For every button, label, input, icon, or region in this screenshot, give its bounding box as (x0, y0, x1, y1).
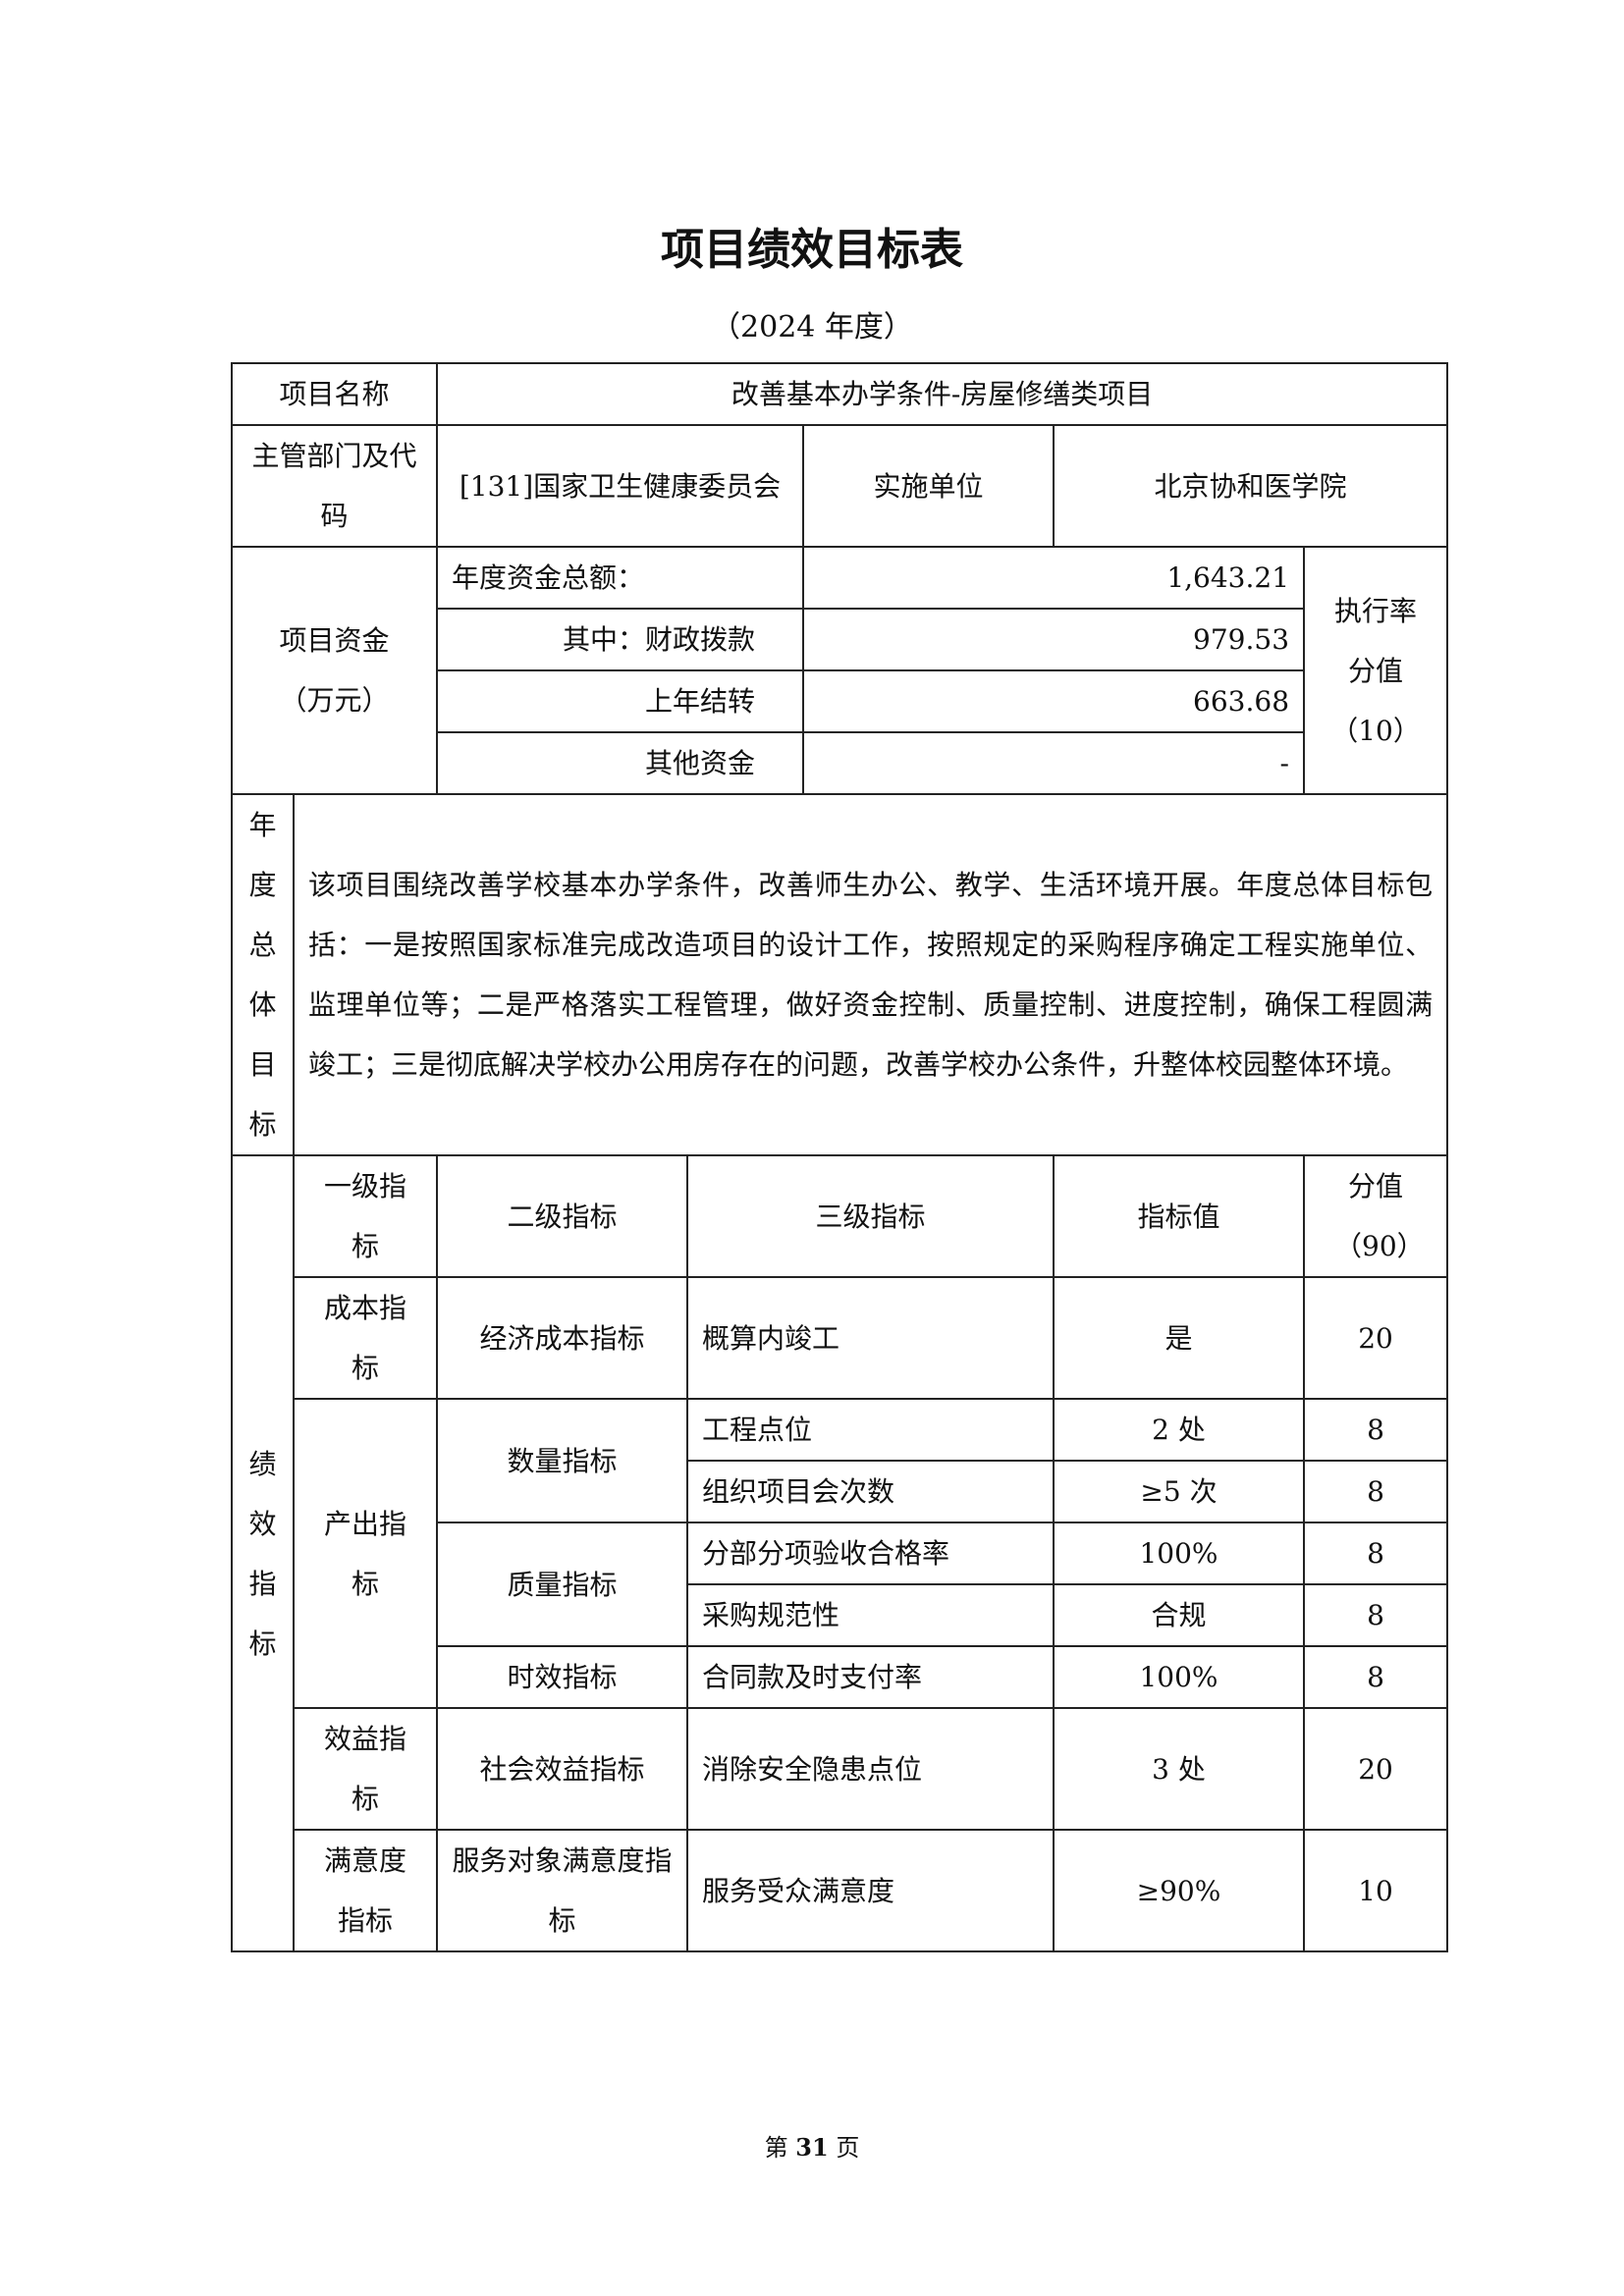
level3-cell: 采购规范性 (686, 1583, 1056, 1647)
level3-cell: 组织项目会次数 (686, 1460, 1056, 1523)
unit-label: 实施单位 (802, 424, 1056, 548)
level1-cell: 产出指标 (292, 1398, 439, 1709)
table-row: 组织项目会次数 ≥5 次 8 (232, 1460, 1449, 1523)
level2-cell: 质量指标 (436, 1522, 689, 1647)
table-row: 产出指标 数量指标 工程点位 2 处 8 (232, 1398, 1449, 1709)
level2-cell: 时效指标 (436, 1645, 689, 1709)
table-row: 成本指标 经济成本指标 概算内竣工 是 20 (232, 1276, 1449, 1400)
dept-label: 主管部门及代码 (230, 424, 439, 548)
value-cell: 100% (1053, 1522, 1306, 1585)
project-name: 改善基本办学条件-房屋修缮类项目 (436, 362, 1449, 426)
level2-cell: 服务对象满意度指标 (436, 1829, 689, 1952)
funds-row-label: 年度资金总额： (436, 546, 805, 610)
header-level2: 二级指标 (436, 1154, 689, 1278)
funds-row-label: 其中：财政拨款 (436, 608, 805, 671)
score-cell: 8 (1303, 1583, 1449, 1647)
score-cell: 20 (1303, 1276, 1449, 1400)
page-subtitle: （2024 年度） (711, 310, 913, 345)
execution-score-label: 执行率分值（10） (1303, 546, 1449, 795)
funds-label: 项目资金（万元） (230, 546, 439, 795)
header-score: 分值（90） (1303, 1154, 1449, 1278)
level1-cell: 满意度指标 (292, 1829, 439, 1952)
annual-goal-label: 年度总体目标 (231, 793, 295, 1156)
funds-row-value: 663.68 (802, 669, 1306, 733)
funds-row-value: - (802, 731, 1306, 795)
level3-cell: 消除安全隐患点位 (686, 1707, 1056, 1831)
level2-cell: 经济成本指标 (436, 1276, 689, 1400)
score-cell: 8 (1303, 1522, 1449, 1585)
value-cell: ≥90% (1053, 1829, 1306, 1952)
header-level1: 一级指标 (292, 1154, 439, 1278)
level1-cell: 效益指标 (292, 1707, 439, 1831)
funds-row-value: 979.53 (802, 608, 1306, 671)
funds-row-value: 1,643.21 (802, 546, 1306, 610)
value-cell: 3 处 (1053, 1707, 1306, 1831)
indicators-label: 绩效指标 (231, 1154, 295, 1952)
score-cell: 8 (1303, 1398, 1449, 1462)
page-title: 项目绩效目标表 (661, 225, 963, 275)
score-cell: 20 (1303, 1707, 1449, 1831)
level1-cell: 成本指标 (292, 1276, 439, 1400)
level3-cell: 合同款及时支付率 (686, 1645, 1056, 1709)
value-cell: 100% (1053, 1645, 1306, 1709)
funds-row-label: 上年结转 (436, 669, 805, 733)
page-prefix: 第 (764, 2134, 788, 2162)
level2-cell: 数量指标 (436, 1398, 689, 1523)
table-row: 质量指标 分部分项验收合格率 100% 8 (232, 1522, 1449, 1647)
value-cell: 是 (1053, 1276, 1306, 1400)
table-row: 时效指标 合同款及时支付率 100% 8 (232, 1645, 1449, 1709)
level2-cell: 社会效益指标 (436, 1707, 689, 1831)
value-cell: 2 处 (1053, 1398, 1306, 1462)
score-cell: 8 (1303, 1645, 1449, 1709)
value-cell: ≥5 次 (1053, 1460, 1306, 1523)
funds-row-label: 其他资金 (436, 731, 805, 795)
level3-cell: 工程点位 (686, 1398, 1056, 1462)
unit-value: 北京协和医学院 (1053, 424, 1449, 548)
page-suffix: 页 (836, 2134, 860, 2162)
level3-cell: 服务受众满意度 (686, 1829, 1056, 1952)
project-name-label: 项目名称 (230, 362, 439, 426)
score-cell: 8 (1303, 1460, 1449, 1523)
value-cell: 合规 (1053, 1583, 1306, 1647)
table-row: 满意度指标 服务对象满意度指标 服务受众满意度 ≥90% 10 (232, 1829, 1449, 1952)
page-number: 第 31 页 (0, 2128, 1624, 2163)
table-row: 采购规范性 合规 8 (232, 1583, 1449, 1647)
performance-table: 项目名称 改善基本办学条件-房屋修缮类项目 主管部门及代码 [131]国家卫生健… (230, 362, 1449, 1952)
page-number-value: 31 (795, 2133, 829, 2162)
score-cell: 10 (1303, 1829, 1449, 1952)
level3-cell: 分部分项验收合格率 (686, 1522, 1056, 1585)
header-value: 指标值 (1053, 1154, 1306, 1278)
header-level3: 三级指标 (686, 1154, 1056, 1278)
dept-value: [131]国家卫生健康委员会 (436, 424, 805, 548)
table-row: 效益指标 社会效益指标 消除安全隐患点位 3 处 20 (232, 1707, 1449, 1831)
level3-cell: 概算内竣工 (686, 1276, 1056, 1400)
annual-goal-text: 该项目围绕改善学校基本办学条件，改善师生办公、教学、生活环境开展。年度总体目标包… (292, 793, 1449, 1156)
